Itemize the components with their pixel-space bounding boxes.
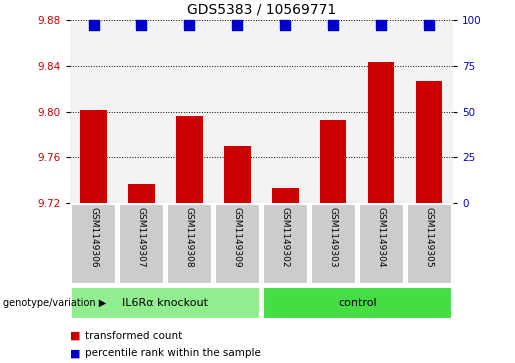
Text: genotype/variation ▶: genotype/variation ▶ xyxy=(3,298,106,308)
Bar xyxy=(215,204,260,284)
Bar xyxy=(416,81,442,203)
Bar xyxy=(263,287,452,319)
Text: IL6Rα knockout: IL6Rα knockout xyxy=(123,298,209,308)
Bar xyxy=(311,204,356,284)
Text: ■: ■ xyxy=(70,348,80,358)
Point xyxy=(281,23,289,28)
Bar xyxy=(407,204,452,284)
Bar xyxy=(71,204,116,284)
Text: ■: ■ xyxy=(70,331,80,341)
Text: control: control xyxy=(338,298,376,308)
Point xyxy=(233,23,242,28)
Point xyxy=(425,23,433,28)
Bar xyxy=(176,116,202,203)
Text: GSM1149306: GSM1149306 xyxy=(89,207,98,268)
Text: GSM1149309: GSM1149309 xyxy=(233,207,242,268)
Text: GSM1149307: GSM1149307 xyxy=(137,207,146,268)
Bar xyxy=(167,204,212,284)
Bar xyxy=(263,204,308,284)
Point xyxy=(377,23,385,28)
Text: GSM1149305: GSM1149305 xyxy=(425,207,434,268)
Point xyxy=(185,23,194,28)
Bar xyxy=(119,204,164,284)
Bar xyxy=(80,110,107,203)
Text: GSM1149302: GSM1149302 xyxy=(281,207,290,268)
Bar xyxy=(272,188,299,203)
Bar xyxy=(128,184,154,203)
Text: transformed count: transformed count xyxy=(85,331,182,341)
Point xyxy=(329,23,337,28)
Point xyxy=(138,23,146,28)
Bar xyxy=(359,204,404,284)
Title: GDS5383 / 10569771: GDS5383 / 10569771 xyxy=(187,2,336,16)
Text: GSM1149308: GSM1149308 xyxy=(185,207,194,268)
Bar xyxy=(368,62,394,203)
Bar xyxy=(224,146,251,203)
Text: GSM1149304: GSM1149304 xyxy=(377,207,386,268)
Text: GSM1149303: GSM1149303 xyxy=(329,207,338,268)
Point xyxy=(90,23,98,28)
Bar xyxy=(71,287,260,319)
Bar xyxy=(320,120,347,203)
Text: percentile rank within the sample: percentile rank within the sample xyxy=(85,348,261,358)
